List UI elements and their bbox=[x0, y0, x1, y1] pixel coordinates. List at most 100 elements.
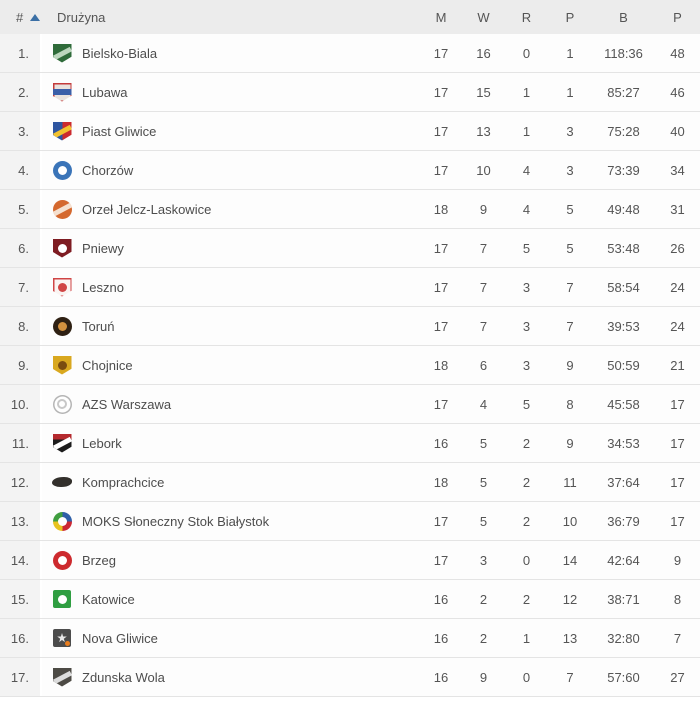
goals-cell: 53:48 bbox=[607, 240, 640, 256]
wins-cell: 2 bbox=[479, 630, 488, 646]
team-cell[interactable]: Nova Gliwice bbox=[42, 619, 420, 657]
wins-cell: 5 bbox=[479, 513, 488, 529]
team-cell[interactable]: Lebork bbox=[42, 424, 420, 462]
losses-cell: 13 bbox=[562, 630, 578, 646]
position-cell: 6. bbox=[0, 229, 42, 267]
column-header-wins[interactable]: W bbox=[462, 10, 505, 25]
goals-cell: 118:36 bbox=[604, 45, 643, 61]
position-cell: 2. bbox=[0, 73, 42, 111]
position-label: 6. bbox=[18, 240, 29, 256]
table-row[interactable]: 16. Nova Gliwice 16 2 1 13 32:80 7 bbox=[0, 619, 700, 658]
table-row[interactable]: 9. Chojnice 18 6 3 9 50:59 21 bbox=[0, 346, 700, 385]
table-row[interactable]: 17. Zdunska Wola 16 9 0 7 57:60 27 bbox=[0, 658, 700, 697]
team-logo-icon bbox=[52, 277, 72, 297]
column-header-losses[interactable]: P bbox=[548, 10, 592, 25]
team-name: Lubawa bbox=[82, 84, 128, 100]
position-label: 9. bbox=[18, 357, 29, 373]
position-cell: 13. bbox=[0, 502, 42, 540]
draws-header-label: R bbox=[521, 9, 532, 25]
wins-cell: 16 bbox=[476, 45, 491, 61]
team-cell[interactable]: Katowice bbox=[42, 580, 420, 618]
team-name: Pniewy bbox=[82, 240, 124, 256]
team-logo-icon bbox=[52, 355, 72, 375]
table-row[interactable]: 1. Bielsko-Biala 17 16 0 1 118:36 48 bbox=[0, 34, 700, 73]
draws-cell: 3 bbox=[522, 318, 531, 334]
table-row[interactable]: 8. Toruń 17 7 3 7 39:53 24 bbox=[0, 307, 700, 346]
wins-cell: 3 bbox=[479, 552, 488, 568]
team-logo-icon bbox=[52, 160, 72, 180]
team-cell[interactable]: Zdunska Wola bbox=[42, 658, 420, 696]
team-logo-icon bbox=[52, 433, 72, 453]
team-cell[interactable]: Brzeg bbox=[42, 541, 420, 579]
wins-cell: 5 bbox=[479, 435, 488, 451]
position-cell: 10. bbox=[0, 385, 42, 423]
points-cell: 8 bbox=[673, 591, 682, 607]
position-label: 16. bbox=[10, 630, 29, 646]
team-name: Leszno bbox=[82, 279, 124, 295]
column-header-team[interactable]: Drużyna bbox=[42, 10, 420, 25]
column-header-matches[interactable]: M bbox=[420, 10, 462, 25]
losses-cell: 3 bbox=[566, 123, 574, 139]
matches-cell: 18 bbox=[433, 357, 449, 373]
table-row[interactable]: 14. Brzeg 17 3 0 14 42:64 9 bbox=[0, 541, 700, 580]
position-cell: 3. bbox=[0, 112, 42, 150]
goals-cell: 73:39 bbox=[607, 162, 640, 178]
draws-cell: 0 bbox=[522, 45, 531, 61]
losses-header-label: P bbox=[565, 9, 575, 25]
team-name: Toruń bbox=[82, 318, 115, 334]
table-row[interactable]: 4. Chorzów 17 10 4 3 73:39 34 bbox=[0, 151, 700, 190]
team-cell[interactable]: Leszno bbox=[42, 268, 420, 306]
points-cell: 17 bbox=[670, 435, 685, 451]
losses-cell: 9 bbox=[566, 435, 574, 451]
column-header-draws[interactable]: R bbox=[505, 10, 548, 25]
goals-cell: 85:27 bbox=[607, 84, 640, 100]
losses-cell: 1 bbox=[566, 84, 574, 100]
table-row[interactable]: 13. MOKS Słoneczny Stok Białystok 17 5 2… bbox=[0, 502, 700, 541]
column-header-position[interactable]: # bbox=[0, 10, 42, 25]
team-cell[interactable]: MOKS Słoneczny Stok Białystok bbox=[42, 502, 420, 540]
wins-cell: 7 bbox=[479, 240, 488, 256]
team-logo-icon bbox=[52, 667, 72, 687]
team-cell[interactable]: Orzeł Jelcz-Laskowice bbox=[42, 190, 420, 228]
team-cell[interactable]: Pniewy bbox=[42, 229, 420, 267]
position-label: 10. bbox=[10, 396, 29, 412]
table-row[interactable]: 5. Orzeł Jelcz-Laskowice 18 9 4 5 49:48 … bbox=[0, 190, 700, 229]
table-row[interactable]: 7. Leszno 17 7 3 7 58:54 24 bbox=[0, 268, 700, 307]
team-logo-icon bbox=[52, 589, 72, 609]
table-row[interactable]: 2. Lubawa 17 15 1 1 85:27 46 bbox=[0, 73, 700, 112]
matches-header-label: M bbox=[435, 9, 447, 25]
draws-cell: 2 bbox=[522, 474, 531, 490]
team-cell[interactable]: Chojnice bbox=[42, 346, 420, 384]
team-cell[interactable]: Chorzów bbox=[42, 151, 420, 189]
column-header-points[interactable]: P bbox=[655, 10, 700, 25]
table-body: 1. Bielsko-Biala 17 16 0 1 118:36 48 2. … bbox=[0, 34, 700, 697]
table-row[interactable]: 15. Katowice 16 2 2 12 38:71 8 bbox=[0, 580, 700, 619]
column-header-goals[interactable]: B bbox=[592, 10, 655, 25]
goals-cell: 57:60 bbox=[607, 669, 640, 685]
table-row[interactable]: 12. Komprachcice 18 5 2 11 37:64 17 bbox=[0, 463, 700, 502]
team-cell[interactable]: Lubawa bbox=[42, 73, 420, 111]
points-cell: 48 bbox=[670, 45, 685, 61]
wins-cell: 7 bbox=[479, 318, 488, 334]
team-cell[interactable]: Toruń bbox=[42, 307, 420, 345]
table-row[interactable]: 10. AZS Warszawa 17 4 5 8 45:58 17 bbox=[0, 385, 700, 424]
goals-cell: 50:59 bbox=[607, 357, 640, 373]
points-cell: 46 bbox=[670, 84, 685, 100]
team-logo-icon bbox=[52, 472, 72, 492]
position-cell: 8. bbox=[0, 307, 42, 345]
draws-cell: 2 bbox=[522, 435, 531, 451]
table-row[interactable]: 6. Pniewy 17 7 5 5 53:48 26 bbox=[0, 229, 700, 268]
goals-cell: 36:79 bbox=[607, 513, 640, 529]
goals-cell: 32:80 bbox=[607, 630, 640, 646]
team-cell[interactable]: Bielsko-Biala bbox=[42, 34, 420, 72]
team-logo-icon bbox=[52, 121, 72, 141]
team-cell[interactable]: Komprachcice bbox=[42, 463, 420, 501]
points-cell: 24 bbox=[670, 279, 685, 295]
position-label: 12. bbox=[10, 474, 29, 490]
table-row[interactable]: 3. Piast Gliwice 17 13 1 3 75:28 40 bbox=[0, 112, 700, 151]
team-cell[interactable]: AZS Warszawa bbox=[42, 385, 420, 423]
table-row[interactable]: 11. Lebork 16 5 2 9 34:53 17 bbox=[0, 424, 700, 463]
team-cell[interactable]: Piast Gliwice bbox=[42, 112, 420, 150]
wins-cell: 5 bbox=[479, 474, 488, 490]
position-label: 7. bbox=[18, 279, 29, 295]
